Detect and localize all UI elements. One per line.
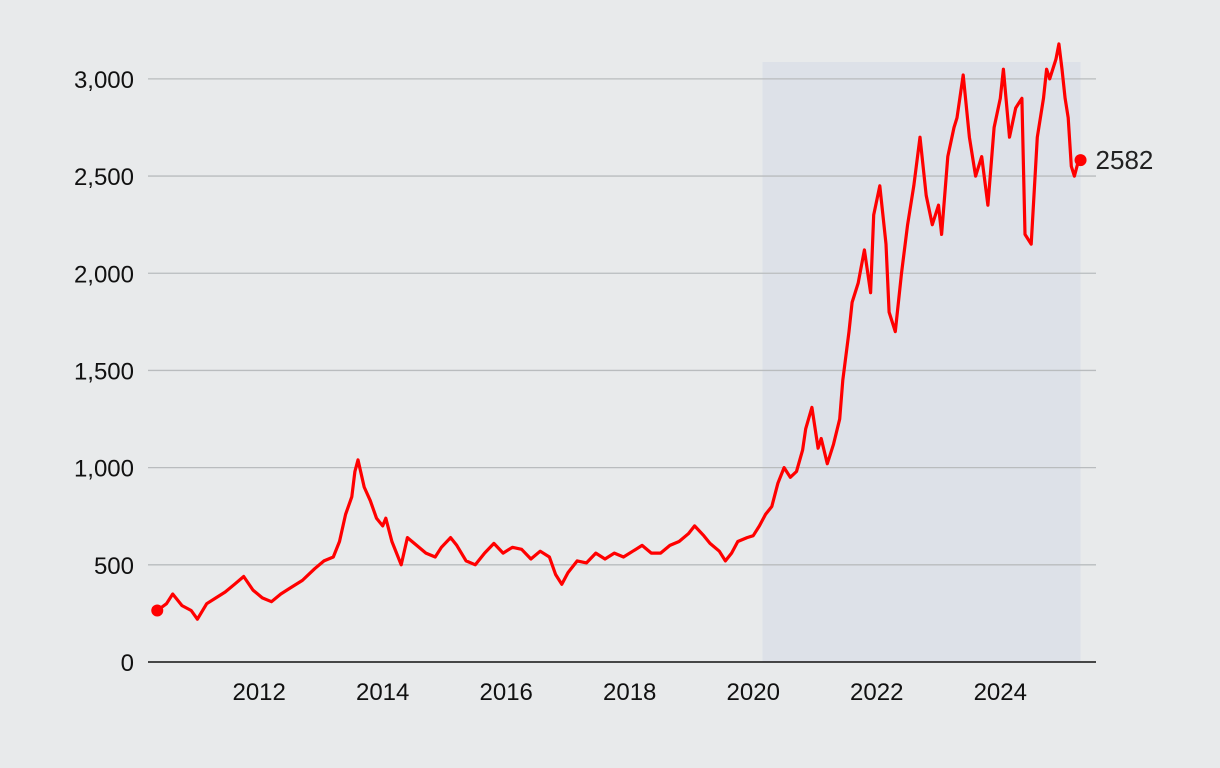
x-tick-label: 2020 [727, 679, 780, 706]
y-tick-label: 3,000 [74, 67, 134, 94]
series-layer [151, 42, 1083, 621]
x-tick-label: 2012 [232, 679, 285, 706]
y-tick-label: 2,500 [74, 164, 134, 191]
x-tick-label: 2016 [480, 679, 533, 706]
x-tick-label: 2018 [603, 679, 656, 706]
y-tick-label: 2,000 [74, 261, 134, 288]
x-axis-tick-labels: 2012 2014 2016 2018 2020 2022 2024 [232, 679, 1026, 706]
price-series-line [155, 42, 1083, 621]
y-axis-tick-labels: 0 500 1,000 1,500 2,000 2,500 3,000 [74, 67, 134, 677]
y-tick-label: 0 [121, 650, 134, 677]
y-tick-label: 500 [94, 553, 134, 580]
start-point-marker [151, 604, 164, 617]
y-tick-label: 1,500 [74, 358, 134, 385]
x-tick-label: 2024 [974, 679, 1027, 706]
end-point-marker [1074, 154, 1087, 167]
horizontal-gridlines [148, 78, 1096, 566]
x-tick-label: 2022 [850, 679, 903, 706]
end-value-label: 2582 [1096, 145, 1154, 175]
x-tick-label: 2014 [356, 679, 409, 706]
y-tick-label: 1,000 [74, 456, 134, 483]
